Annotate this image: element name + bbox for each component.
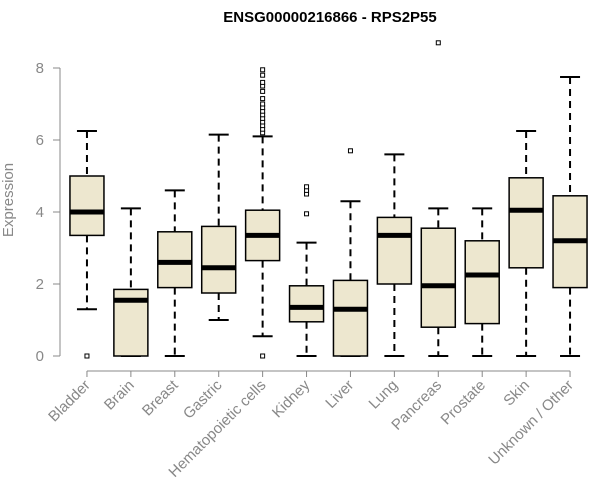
y-axis-label: Expression: [0, 163, 17, 237]
box-body: [420, 227, 457, 328]
x-tick-label: Skin: [500, 377, 533, 410]
x-tick-label: Liver: [322, 377, 357, 412]
x-tick-label: Bladder: [45, 377, 94, 426]
outlier-point: [435, 40, 441, 46]
box-gastric: [200, 133, 237, 321]
box-breast: [157, 189, 193, 357]
box-series: [69, 40, 588, 359]
outlier-point: [260, 79, 266, 85]
box-body: [376, 216, 413, 285]
outlier-point: [260, 88, 266, 94]
outlier-point: [260, 72, 266, 78]
outlier-point: [304, 211, 310, 217]
y-tick-label: 2: [36, 276, 44, 293]
outlier-point: [260, 353, 266, 359]
y-tick-label: 6: [36, 132, 44, 149]
x-tick-label: Prostate: [438, 377, 490, 429]
box-prostate: [464, 207, 500, 357]
y-axis: 0 2 4 6 8: [36, 60, 61, 365]
x-tick-label: Brain: [101, 377, 138, 414]
box-lung: [376, 153, 413, 357]
box-body: [288, 285, 325, 323]
box-skin: [508, 130, 544, 357]
box-pancreas: [420, 40, 457, 357]
outlier-point: [260, 101, 266, 107]
box-liver: [332, 148, 369, 357]
chart-title: ENSG00000216866 - RPS2P55: [223, 9, 436, 26]
box-body: [200, 225, 237, 294]
box-unknown-other: [552, 76, 588, 357]
box-brain: [113, 207, 149, 357]
box-body: [464, 240, 500, 325]
box-body: [157, 231, 193, 289]
box-bladder: [69, 130, 105, 359]
y-tick-label: 4: [36, 204, 44, 221]
x-tick-label: Kidney: [269, 376, 314, 421]
outlier-point: [347, 148, 353, 154]
x-tick-label: Breast: [139, 376, 182, 419]
box-body: [332, 279, 369, 357]
y-tick-label: 0: [36, 348, 44, 365]
y-tick-label: 8: [36, 60, 44, 77]
box-body: [69, 175, 105, 237]
outlier-point: [304, 184, 310, 190]
box-body: [508, 177, 544, 269]
outlier-point: [260, 67, 266, 73]
x-tick-label: Lung: [366, 377, 402, 413]
box-hematopoietic-cells: [244, 67, 281, 359]
outlier-point: [84, 353, 90, 359]
box-kidney: [288, 184, 325, 357]
outlier-point: [260, 96, 266, 102]
